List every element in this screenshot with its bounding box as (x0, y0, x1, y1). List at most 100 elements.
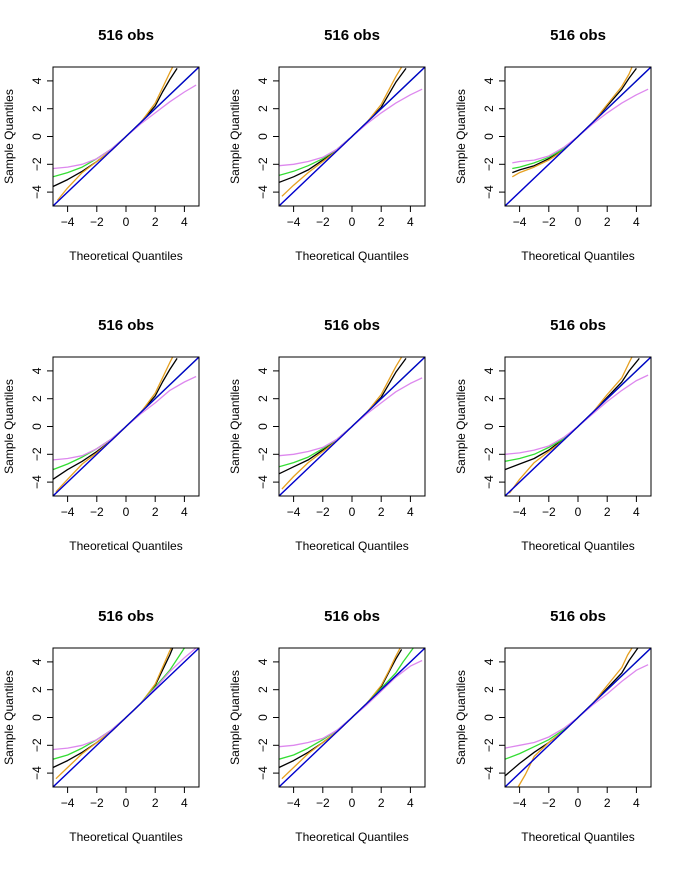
series-line-violet (279, 659, 423, 748)
x-tick-label: 0 (349, 796, 356, 810)
series-line-black (53, 68, 178, 188)
qq-panel-9: 516 obs −4 −2 0 2 4 −4 −2 0 2 4 Theoretical Quantil… (454, 608, 652, 844)
x-tick-label: −2 (90, 505, 104, 519)
panel-title: 516 obs (98, 608, 154, 625)
x-tick-label: 0 (123, 796, 130, 810)
y-tick-label: −4 (482, 475, 496, 489)
x-tick-label: −2 (542, 215, 556, 229)
x-tick-label: 2 (604, 215, 611, 229)
y-tick-label: 2 (482, 686, 496, 693)
panel-title: 516 obs (324, 317, 380, 334)
x-tick-label: 2 (152, 505, 159, 519)
series-line-black (279, 68, 407, 184)
y-axis-label: Sample Quantiles (228, 379, 242, 474)
series-line-green (279, 359, 423, 468)
series-line-black (505, 357, 640, 471)
series-line-black (279, 649, 403, 769)
series-line-black (53, 648, 174, 769)
qq-panel-6: 516 obs −4 −2 0 2 4 −4 −2 0 2 4 Theoretical Quantil… (454, 317, 652, 553)
series-line-orange (281, 648, 401, 780)
y-tick-label: 2 (256, 686, 270, 693)
x-tick-label: −2 (542, 796, 556, 810)
y-tick-label: −2 (256, 447, 270, 461)
x-tick-label: 2 (604, 505, 611, 519)
y-tick-label: −4 (256, 185, 270, 199)
panel-title: 516 obs (550, 317, 606, 334)
series-line-orange (508, 357, 633, 494)
x-tick-label: 4 (181, 505, 188, 519)
x-tick-label: 4 (407, 215, 414, 229)
plot-area (53, 357, 199, 496)
y-tick-label: 2 (482, 105, 496, 112)
reference-line (505, 648, 651, 787)
plot-area (505, 357, 651, 496)
x-tick-label: −2 (316, 215, 330, 229)
reference-line (505, 357, 651, 496)
y-tick-label: −4 (256, 766, 270, 780)
y-tick-label: 4 (256, 658, 270, 665)
x-tick-label: 4 (407, 505, 414, 519)
x-tick-label: 0 (349, 505, 356, 519)
y-tick-label: −2 (482, 447, 496, 461)
x-tick-label: −2 (90, 796, 104, 810)
x-tick-label: 2 (152, 796, 159, 810)
x-axis-label: Theoretical Quantiles (295, 830, 408, 844)
x-tick-label: 0 (575, 215, 582, 229)
x-tick-label: 4 (633, 796, 640, 810)
y-axis-label: Sample Quantiles (454, 670, 468, 765)
y-axis-label: Sample Quantiles (2, 379, 16, 474)
x-tick-label: −4 (513, 215, 527, 229)
series-line-violet (279, 88, 423, 167)
y-tick-label: −2 (256, 738, 270, 752)
series-line-black (505, 648, 639, 777)
x-tick-label: −4 (513, 796, 527, 810)
qq-panel-3: 516 obs −4 −2 0 2 4 −4 −2 0 2 4 Theoretical Quantil… (454, 27, 652, 263)
x-tick-label: 2 (378, 505, 385, 519)
qq-panel-8: 516 obs −4 −2 0 2 4 −4 −2 0 2 4 Theoretical Quantil… (228, 608, 426, 844)
series-line-black (512, 68, 637, 174)
reference-line (53, 648, 199, 787)
y-axis-label: Sample Quantiles (2, 89, 16, 184)
series-line-orange (517, 648, 633, 787)
series-line-orange (281, 357, 403, 490)
series-line-orange (55, 648, 172, 780)
x-tick-label: 2 (378, 215, 385, 229)
x-tick-label: −4 (61, 505, 75, 519)
x-tick-label: −4 (287, 505, 301, 519)
y-tick-label: 4 (30, 658, 44, 665)
x-tick-label: 4 (181, 796, 188, 810)
series-line-green (279, 69, 423, 177)
series-line-green (53, 69, 197, 178)
plot-area (279, 357, 425, 496)
y-axis-label: Sample Quantiles (228, 89, 242, 184)
y-tick-label: 0 (256, 714, 270, 721)
panel-title: 516 obs (324, 27, 380, 44)
series-line-orange (281, 67, 403, 197)
qq-panel-7: 516 obs −4 −2 0 2 4 −4 −2 0 2 4 Theoretical Quantil… (2, 608, 200, 844)
x-tick-label: 0 (123, 215, 130, 229)
y-tick-label: −4 (30, 185, 44, 199)
x-tick-label: 4 (407, 796, 414, 810)
series-line-orange (56, 67, 174, 201)
reference-line (53, 67, 199, 206)
x-tick-label: −4 (61, 796, 75, 810)
series-line-green (505, 650, 649, 760)
y-tick-label: 0 (482, 133, 496, 140)
x-tick-label: 2 (378, 796, 385, 810)
y-tick-label: 4 (482, 658, 496, 665)
panel-title: 516 obs (98, 317, 154, 334)
series-line-violet (505, 664, 649, 749)
y-tick-label: 4 (30, 367, 44, 374)
y-tick-label: 2 (256, 395, 270, 402)
y-tick-label: 0 (30, 423, 44, 430)
x-tick-label: −4 (287, 215, 301, 229)
y-tick-label: 4 (256, 367, 270, 374)
y-tick-label: −2 (30, 447, 44, 461)
panel-title: 516 obs (550, 27, 606, 44)
x-tick-label: −2 (90, 215, 104, 229)
plot-area (53, 67, 199, 206)
y-tick-label: 4 (256, 77, 270, 84)
x-tick-label: −4 (61, 215, 75, 229)
x-axis-label: Theoretical Quantiles (69, 830, 182, 844)
series-line-violet (53, 375, 197, 461)
